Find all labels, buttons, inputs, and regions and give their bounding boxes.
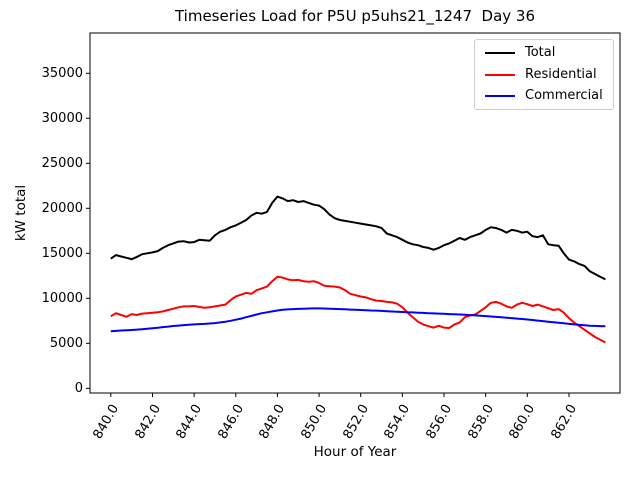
- legend-entry-commercial: Commercial: [475, 86, 613, 106]
- legend-label-residential: Residential: [525, 66, 597, 82]
- y-tick-label: 0: [74, 380, 83, 396]
- y-tick-label: 25000: [41, 155, 83, 171]
- y-tick-label: 10000: [41, 290, 83, 306]
- y-tick-label: 20000: [41, 200, 83, 216]
- series-line-total: [110, 195, 606, 281]
- legend-entry-total: Total: [475, 43, 613, 63]
- series-line-residential: [110, 275, 606, 344]
- y-tick-label: 35000: [41, 65, 83, 81]
- y-tick-label: 5000: [49, 335, 83, 351]
- y-axis-label: kW total: [13, 184, 29, 242]
- legend-label-commercial: Commercial: [525, 87, 603, 103]
- y-tick-label: 15000: [41, 245, 83, 261]
- legend-label-total: Total: [525, 45, 556, 61]
- axes-frame: [89, 32, 621, 394]
- chart-title: Timeseries Load for P5U p5uhs21_1247 Day…: [174, 7, 536, 25]
- legend: Total Residential Commercial: [474, 39, 614, 110]
- residential-line-swatch: [485, 73, 515, 76]
- y-tick-label: 30000: [41, 110, 83, 126]
- commercial-line-swatch: [485, 94, 515, 97]
- total-line-swatch: [485, 52, 515, 55]
- x-axis-label: Hour of Year: [313, 444, 397, 460]
- series-line-commercial: [110, 307, 606, 333]
- legend-entry-residential: Residential: [475, 65, 613, 85]
